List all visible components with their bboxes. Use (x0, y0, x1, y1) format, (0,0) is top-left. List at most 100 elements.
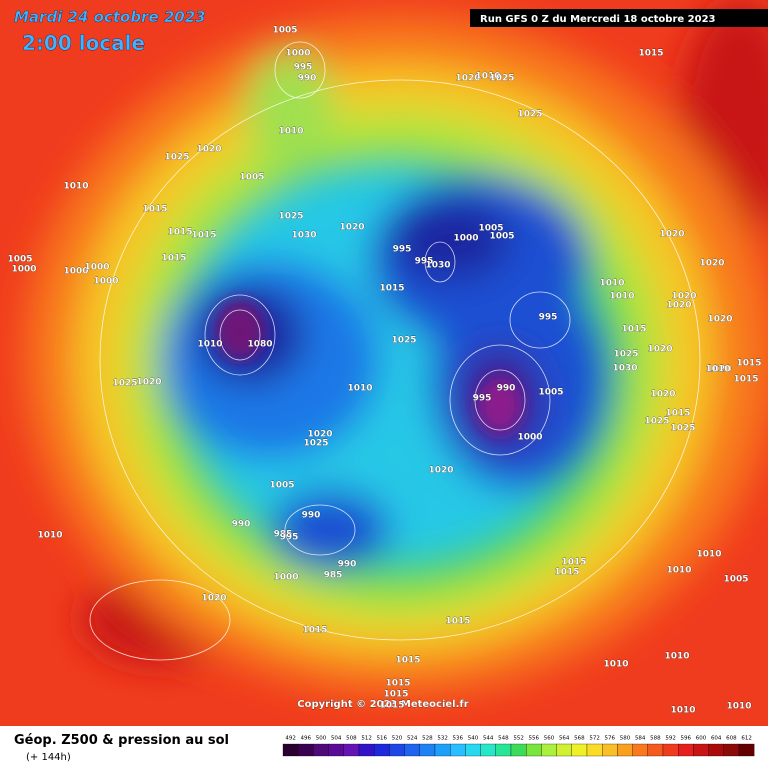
isobar-label: 1020 (706, 365, 731, 375)
scale-swatch (374, 743, 390, 757)
scale-swatch (495, 743, 512, 757)
scale-label: 600 (696, 736, 707, 742)
scale-label: 548 (498, 736, 509, 742)
scale-swatch (465, 743, 481, 757)
isobar-label: 1030 (291, 231, 316, 241)
isobar-label: 995 (393, 245, 412, 255)
scale-label: 528 (422, 736, 433, 742)
isobar-label: 990 (298, 74, 317, 84)
isobar-label: 1010 (609, 292, 634, 302)
isobar-label: 1015 (379, 284, 404, 294)
date: Mardi 24 octobre 2023 (14, 8, 206, 26)
run-box (470, 9, 768, 27)
isobar-label: 1005 (7, 255, 32, 265)
time: 2:00 locale (22, 31, 145, 55)
isobar-label: 1015 (385, 679, 410, 689)
isobar-label: 1010 (475, 72, 500, 82)
isobar-label: 1010 (197, 340, 222, 350)
isobar-label: 1010 (347, 384, 372, 394)
isobar-label: 995 (539, 313, 558, 323)
scale-swatch (434, 743, 451, 757)
scale-swatch (693, 743, 709, 757)
isobar-label: 1010 (726, 702, 751, 712)
scale-label: 580 (620, 736, 631, 742)
height-field (25, 0, 768, 695)
scale-label: 520 (392, 736, 403, 742)
isobar-label: 985 (274, 530, 293, 540)
isobar-label: 1015 (736, 359, 761, 369)
isobars (89, 41, 701, 661)
isobar-label: 1005 (272, 26, 297, 36)
scale-label: 540 (468, 736, 479, 742)
isobar-label: 995 (280, 533, 299, 543)
scale-label: 492 (285, 736, 296, 742)
isobar-label: 1020 (659, 230, 684, 240)
isobar-label: 1005 (489, 232, 514, 242)
isobar-label: 990 (232, 520, 251, 530)
isobar-label: 1005 (538, 388, 563, 398)
scale-swatch (632, 743, 648, 757)
isobar-label: 1020 (707, 315, 732, 325)
scale-label: 604 (711, 736, 722, 742)
isobar-label: 1020 (196, 145, 221, 155)
isobar-label: 1020 (307, 430, 332, 440)
scale-swatch (556, 743, 572, 757)
isobar-label: 990 (497, 384, 516, 394)
isobar-label: 1025 (489, 74, 514, 84)
scale-label: 504 (331, 736, 342, 742)
isobar-label: 1010 (696, 550, 721, 560)
isobar-label: 995 (473, 394, 492, 404)
isobar-label: 1010 (37, 531, 62, 541)
isobar-label: 1010 (63, 182, 88, 192)
scale-label: 568 (574, 736, 585, 742)
scale-label: 516 (377, 736, 388, 742)
scale-label: 508 (346, 736, 357, 742)
isobar-label: 1010 (666, 566, 691, 576)
isobar-label: 1015 (621, 325, 646, 335)
isobar-label: 1025 (644, 417, 669, 427)
isobar-label: 1000 (517, 433, 542, 443)
scale-swatch (678, 743, 694, 757)
isobar-label: 1015 (395, 656, 420, 666)
scale-swatch (526, 743, 542, 757)
isobar-label: 995 (415, 257, 434, 267)
isobar-label: 1010 (278, 127, 303, 137)
isobar-label: 1015 (445, 617, 470, 627)
scale-label: 596 (681, 736, 692, 742)
isobar-label: 1030 (612, 364, 637, 374)
scale-label: 560 (544, 736, 555, 742)
scale-label: 572 (589, 736, 600, 742)
isobar-label: 1020 (136, 378, 161, 388)
scale-swatch (282, 743, 299, 757)
isobar-label: 1010 (664, 652, 689, 662)
scale-swatch (708, 743, 724, 757)
isobar-label: 1010 (603, 660, 628, 670)
isobar-label: 1005 (478, 224, 503, 234)
scale-swatch (662, 743, 679, 757)
isobar-label: 990 (338, 560, 357, 570)
scale-swatch (510, 743, 527, 757)
isobar-label: 1020 (666, 301, 691, 311)
isobar-label: 1015 (379, 701, 404, 711)
scale-label: 592 (665, 736, 676, 742)
isobar-label: 990 (302, 511, 321, 521)
scale-label: 500 (316, 736, 327, 742)
isobar-label: 1005 (723, 575, 748, 585)
isobar-label: 1015 (302, 626, 327, 636)
scale-swatch (723, 743, 740, 757)
isobar-label: 1000 (453, 234, 478, 244)
isobar-label: 1010 (599, 279, 624, 289)
isobar-label: 1020 (428, 466, 453, 476)
scale-swatch (647, 743, 664, 757)
scale-swatch (602, 743, 618, 757)
isobar-label: 1020 (339, 223, 364, 233)
scale-label: 556 (529, 736, 540, 742)
isobar-label: 1025 (303, 439, 328, 449)
scale-swatch (617, 743, 633, 757)
isobar-label: 1020 (699, 259, 724, 269)
isobar-label: 1015 (638, 49, 663, 59)
scale-swatch (298, 743, 314, 757)
isobar-label: 1000 (285, 49, 310, 59)
